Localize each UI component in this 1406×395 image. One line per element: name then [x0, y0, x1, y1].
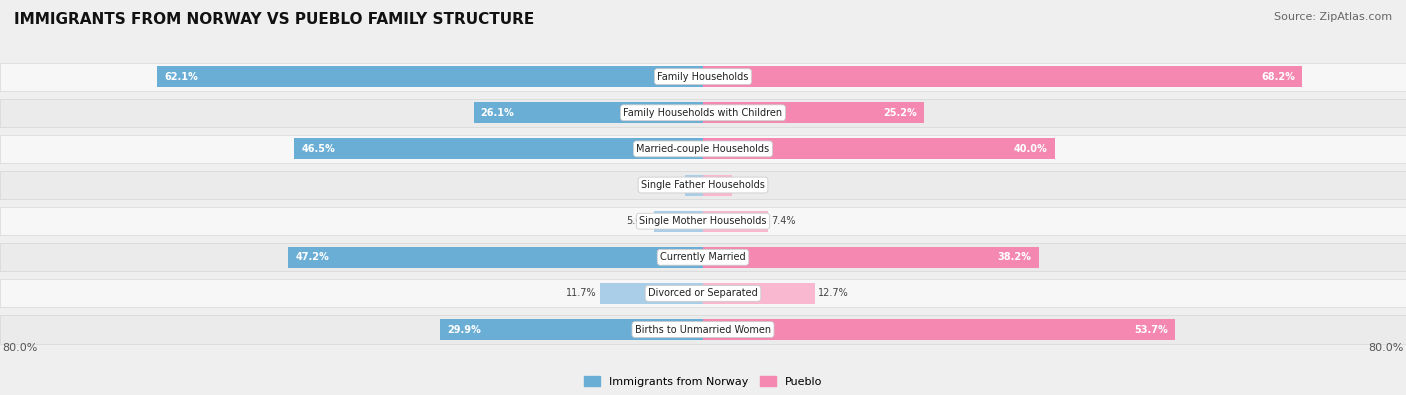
- Text: 62.1%: 62.1%: [165, 71, 198, 82]
- Text: Currently Married: Currently Married: [661, 252, 745, 262]
- Text: 29.9%: 29.9%: [447, 325, 481, 335]
- Text: 38.2%: 38.2%: [998, 252, 1032, 262]
- Bar: [474, 102, 703, 123]
- Bar: [0, 316, 1406, 344]
- Bar: [703, 66, 1302, 87]
- Bar: [703, 283, 814, 304]
- Text: 40.0%: 40.0%: [1014, 144, 1047, 154]
- Bar: [703, 102, 925, 123]
- Text: 53.7%: 53.7%: [1135, 325, 1168, 335]
- Text: Family Households with Children: Family Households with Children: [623, 108, 783, 118]
- Bar: [157, 66, 703, 87]
- Bar: [703, 175, 733, 196]
- Text: 25.2%: 25.2%: [883, 108, 917, 118]
- Bar: [0, 99, 1406, 127]
- Text: Divorced or Separated: Divorced or Separated: [648, 288, 758, 298]
- Bar: [703, 138, 1054, 159]
- Bar: [0, 135, 1406, 163]
- Text: 12.7%: 12.7%: [818, 288, 849, 298]
- Bar: [0, 243, 1406, 271]
- Bar: [288, 247, 703, 268]
- Text: IMMIGRANTS FROM NORWAY VS PUEBLO FAMILY STRUCTURE: IMMIGRANTS FROM NORWAY VS PUEBLO FAMILY …: [14, 12, 534, 27]
- Text: 2.0%: 2.0%: [658, 180, 682, 190]
- Bar: [703, 319, 1175, 340]
- Bar: [703, 247, 1039, 268]
- Text: Births to Unmarried Women: Births to Unmarried Women: [636, 325, 770, 335]
- Bar: [0, 62, 1406, 91]
- Bar: [294, 138, 703, 159]
- Text: Single Mother Households: Single Mother Households: [640, 216, 766, 226]
- Bar: [440, 319, 703, 340]
- Text: 7.4%: 7.4%: [772, 216, 796, 226]
- Bar: [703, 211, 768, 231]
- Text: 47.2%: 47.2%: [295, 252, 329, 262]
- Legend: Immigrants from Norway, Pueblo: Immigrants from Norway, Pueblo: [581, 374, 825, 389]
- Bar: [0, 207, 1406, 235]
- Text: 80.0%: 80.0%: [1368, 342, 1403, 353]
- Bar: [0, 279, 1406, 307]
- Text: 3.3%: 3.3%: [735, 180, 759, 190]
- Text: 46.5%: 46.5%: [301, 144, 335, 154]
- Text: 26.1%: 26.1%: [481, 108, 515, 118]
- Bar: [686, 175, 703, 196]
- Text: Married-couple Households: Married-couple Households: [637, 144, 769, 154]
- Bar: [0, 171, 1406, 199]
- Text: 5.6%: 5.6%: [626, 216, 650, 226]
- Text: Family Households: Family Households: [658, 71, 748, 82]
- Text: 68.2%: 68.2%: [1261, 71, 1295, 82]
- Text: Source: ZipAtlas.com: Source: ZipAtlas.com: [1274, 12, 1392, 22]
- Bar: [654, 211, 703, 231]
- Bar: [600, 283, 703, 304]
- Text: Single Father Households: Single Father Households: [641, 180, 765, 190]
- Text: 80.0%: 80.0%: [3, 342, 38, 353]
- Text: 11.7%: 11.7%: [567, 288, 596, 298]
